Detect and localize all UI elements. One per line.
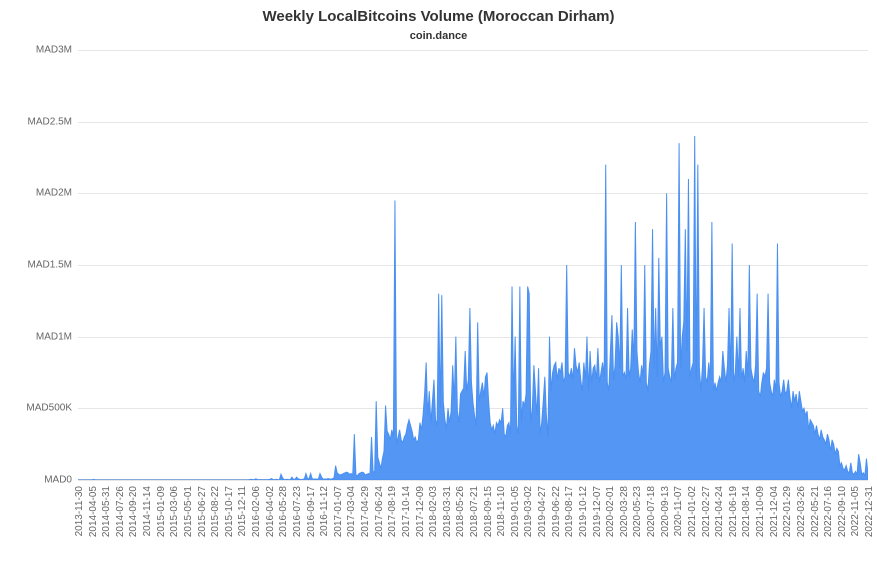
- x-tick-label: 2018-09-15: [483, 486, 494, 576]
- x-tick-label: 2016-07-23: [292, 486, 303, 576]
- x-tick-label: 2020-07-18: [646, 486, 657, 576]
- x-tick-label: 2018-02-03: [428, 486, 439, 576]
- x-tick-label: 2020-02-01: [605, 486, 616, 576]
- x-tick-label: 2020-05-23: [632, 486, 643, 576]
- chart-title: Weekly LocalBitcoins Volume (Moroccan Di…: [0, 8, 877, 25]
- x-tick-label: 2014-04-05: [88, 486, 99, 576]
- x-tick-label: 2018-05-26: [455, 486, 466, 576]
- x-tick-label: 2018-07-21: [469, 486, 480, 576]
- x-tick-label: 2017-06-24: [374, 486, 385, 576]
- x-tick-label: 2018-11-10: [496, 486, 507, 576]
- y-tick-label: MAD500K: [0, 403, 72, 414]
- x-tick-label: 2014-05-31: [101, 486, 112, 576]
- x-tick-label: 2019-01-05: [510, 486, 521, 576]
- x-tick-label: 2021-06-19: [728, 486, 739, 576]
- x-tick-label: 2017-01-07: [333, 486, 344, 576]
- x-tick-label: 2015-12-11: [237, 486, 248, 576]
- x-tick-label: 2019-08-17: [564, 486, 575, 576]
- x-tick-label: 2021-08-14: [741, 486, 752, 576]
- x-tick-label: 2022-05-21: [810, 486, 821, 576]
- y-tick-label: MAD2.5M: [0, 116, 72, 127]
- x-tick-label: 2022-01-29: [782, 486, 793, 576]
- chart-root: Weekly LocalBitcoins Volume (Moroccan Di…: [0, 0, 877, 585]
- y-tick-label: MAD2M: [0, 188, 72, 199]
- area-series: [78, 50, 868, 480]
- x-tick-label: 2019-12-07: [592, 486, 603, 576]
- x-tick-label: 2019-03-02: [523, 486, 534, 576]
- x-tick-label: 2015-05-01: [183, 486, 194, 576]
- x-tick-label: 2017-08-19: [387, 486, 398, 576]
- x-tick-label: 2021-02-27: [701, 486, 712, 576]
- gridline: [78, 480, 868, 481]
- plot-area: [78, 50, 868, 480]
- x-tick-label: 2015-08-22: [210, 486, 221, 576]
- x-tick-label: 2017-03-04: [346, 486, 357, 576]
- x-tick-label: 2014-07-26: [115, 486, 126, 576]
- x-tick-label: 2022-11-05: [850, 486, 861, 576]
- x-tick-label: 2016-02-06: [251, 486, 262, 576]
- x-tick-label: 2014-11-14: [142, 486, 153, 576]
- x-tick-label: 2021-04-24: [714, 486, 725, 576]
- y-tick-label: MAD3M: [0, 45, 72, 56]
- x-tick-label: 2022-12-31: [864, 486, 875, 576]
- y-tick-label: MAD1M: [0, 331, 72, 342]
- x-tick-label: 2017-12-09: [415, 486, 426, 576]
- x-tick-label: 2021-10-09: [755, 486, 766, 576]
- x-tick-label: 2015-01-09: [156, 486, 167, 576]
- x-tick-label: 2018-03-31: [442, 486, 453, 576]
- x-tick-label: 2016-04-02: [265, 486, 276, 576]
- x-tick-label: 2019-06-22: [551, 486, 562, 576]
- x-tick-label: 2020-11-07: [673, 486, 684, 576]
- x-tick-label: 2022-07-16: [823, 486, 834, 576]
- x-tick-label: 2022-09-10: [837, 486, 848, 576]
- x-tick-label: 2021-12-04: [769, 486, 780, 576]
- x-tick-label: 2019-10-12: [578, 486, 589, 576]
- chart-subtitle: coin.dance: [0, 30, 877, 42]
- x-tick-label: 2015-10-17: [224, 486, 235, 576]
- x-tick-label: 2021-01-02: [687, 486, 698, 576]
- x-tick-label: 2015-06-27: [197, 486, 208, 576]
- x-tick-label: 2020-09-13: [660, 486, 671, 576]
- x-tick-label: 2022-03-26: [796, 486, 807, 576]
- x-tick-label: 2016-05-28: [278, 486, 289, 576]
- x-tick-label: 2020-03-28: [619, 486, 630, 576]
- x-tick-label: 2014-09-20: [128, 486, 139, 576]
- x-tick-label: 2015-03-06: [169, 486, 180, 576]
- x-tick-label: 2016-09-17: [306, 486, 317, 576]
- y-tick-label: MAD0: [0, 475, 72, 486]
- y-tick-label: MAD1.5M: [0, 260, 72, 271]
- x-tick-label: 2019-04-27: [537, 486, 548, 576]
- x-tick-label: 2016-11-12: [319, 486, 330, 576]
- x-tick-label: 2013-11-30: [74, 486, 85, 576]
- x-tick-label: 2017-04-29: [360, 486, 371, 576]
- x-tick-label: 2017-10-14: [401, 486, 412, 576]
